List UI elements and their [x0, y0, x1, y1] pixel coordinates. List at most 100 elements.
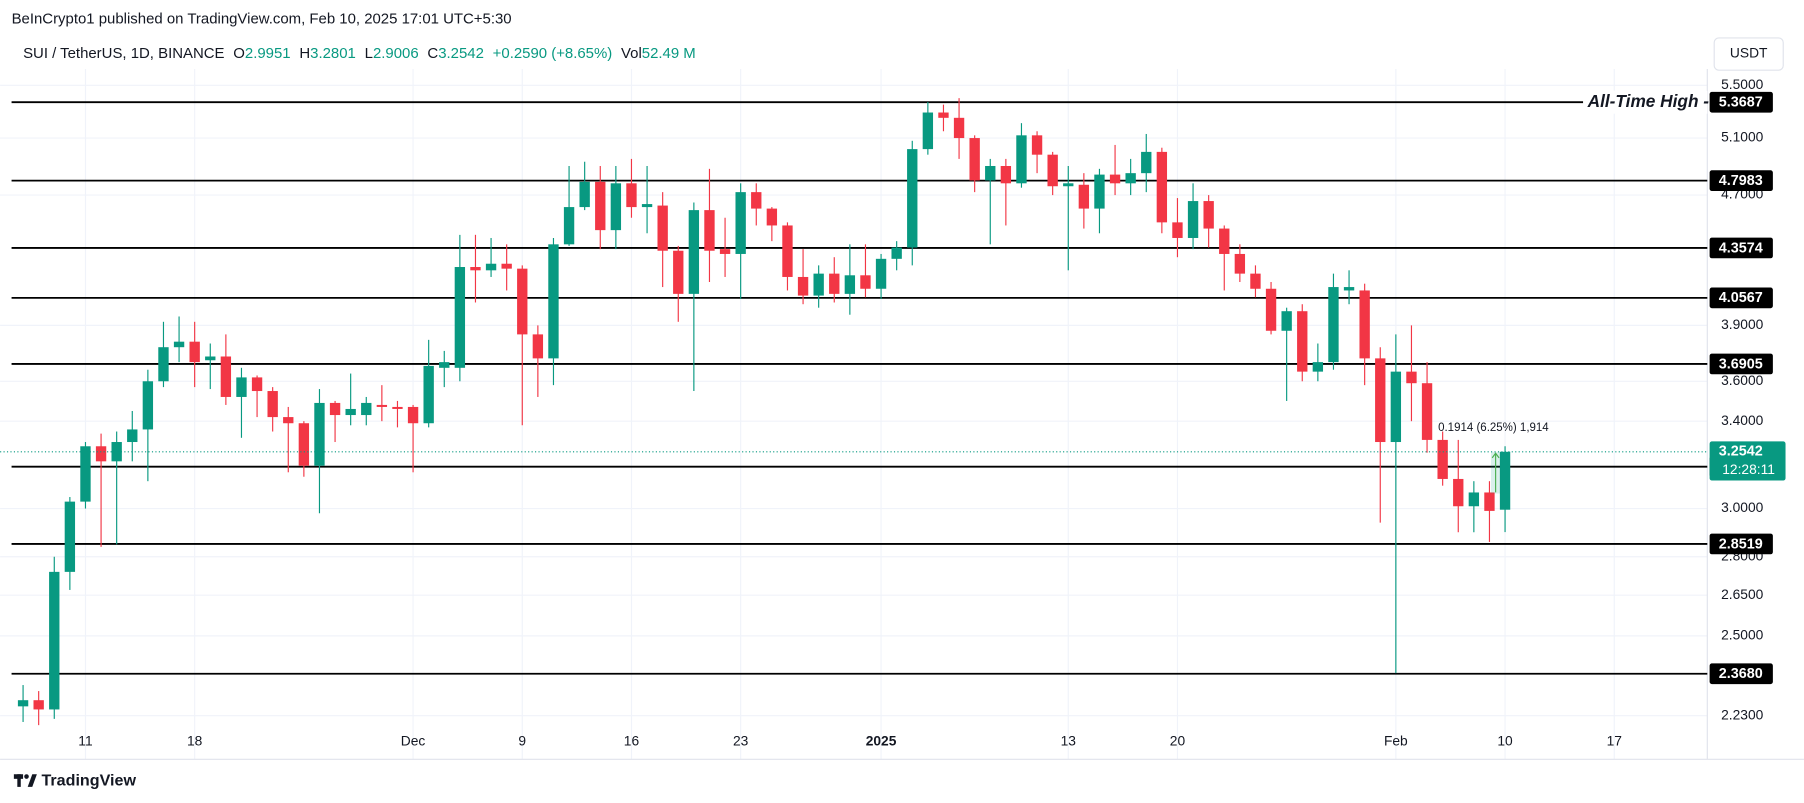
candle-body	[267, 391, 278, 418]
last-price-label: 3.2542	[1719, 444, 1763, 460]
candle-body	[298, 423, 310, 466]
candle-body	[1094, 174, 1105, 209]
candle-body	[64, 501, 76, 572]
candle-body	[392, 406, 403, 409]
candle-body	[1187, 201, 1199, 238]
candle-body	[1390, 371, 1402, 443]
y-tick-label: 5.5000	[1721, 77, 1764, 92]
candle-body	[751, 192, 762, 209]
candle-body	[439, 362, 450, 368]
x-tick-label: Dec	[401, 734, 426, 749]
candle-body	[1078, 184, 1090, 209]
candle-body	[1312, 362, 1324, 372]
candle-body	[719, 249, 731, 254]
candle-body	[969, 138, 980, 181]
candle-body	[95, 446, 107, 462]
level-label: 4.0567	[1719, 290, 1763, 306]
y-tick-label: 2.5000	[1721, 628, 1764, 643]
logo-mark	[24, 774, 29, 779]
currency-button[interactable]	[1713, 37, 1784, 71]
candle-body	[1421, 383, 1433, 440]
candle-body	[1234, 253, 1246, 274]
x-tick-label: 20	[1170, 734, 1186, 749]
x-tick-label: 17	[1607, 734, 1622, 749]
low-label: L	[365, 45, 373, 62]
candles	[17, 98, 1511, 726]
candle-body	[1000, 165, 1012, 184]
footer-brand: TradingView	[41, 771, 136, 789]
level-label: 2.3680	[1719, 666, 1763, 682]
logo-mark	[27, 774, 37, 787]
y-tick-label: 3.6000	[1721, 373, 1764, 388]
y-tick-label: 2.6500	[1721, 587, 1764, 602]
y-tick-label: 5.1000	[1721, 130, 1764, 145]
level-label-box	[1709, 287, 1773, 309]
close-value: 3.2542	[438, 45, 484, 62]
candle-body	[314, 402, 325, 466]
x-tick-label: 10	[1497, 734, 1513, 749]
candle-body	[1265, 288, 1277, 331]
candle-body	[782, 225, 793, 277]
candle-body	[1328, 287, 1339, 363]
candle-body	[1281, 311, 1292, 331]
x-tick-label: Feb	[1384, 734, 1408, 749]
measure-label: 0.1914 (6.25%) 1,914	[1438, 422, 1549, 434]
level-annotation: All-Time High -	[1587, 91, 1710, 111]
currency-label[interactable]: USDT	[1730, 46, 1768, 61]
candle-body	[907, 149, 918, 248]
y-tick-label: 2.2300	[1721, 707, 1764, 722]
candle-body	[844, 275, 856, 294]
candle-body	[329, 402, 341, 416]
measure-arrow	[1491, 452, 1500, 493]
candle-body	[985, 165, 996, 181]
candle-body	[1172, 222, 1183, 238]
candle-body	[1468, 492, 1480, 507]
x-tick-label: 18	[187, 734, 203, 749]
candle-body	[1156, 151, 1168, 223]
x-tick-label: 23	[733, 734, 749, 749]
last-price-box	[1709, 441, 1786, 481]
candle-body	[1031, 135, 1043, 155]
candle-body	[376, 404, 388, 407]
candle-body	[283, 417, 294, 424]
close-label: C	[427, 45, 438, 62]
candle-body	[1453, 478, 1464, 507]
symbol: SUI / TetherUS, 1D, BINANCE	[23, 45, 224, 62]
publisher-header: BeInCrypto1 published on TradingView.com…	[12, 11, 512, 28]
y-tick-label: 3.0000	[1721, 500, 1764, 515]
x-tick-label: 9	[518, 734, 526, 749]
candle-body	[953, 117, 965, 139]
candle-body	[485, 263, 497, 271]
candle-body	[345, 408, 356, 416]
change: +0.2590 (+8.65%)	[493, 45, 613, 62]
candle-body	[236, 377, 247, 397]
x-tick-label: 13	[1061, 734, 1077, 749]
high-label: H	[299, 45, 310, 62]
candle-body	[1297, 311, 1308, 372]
candle-body	[80, 446, 91, 502]
candle-body	[454, 267, 466, 368]
level-label: 4.7983	[1719, 173, 1763, 189]
level-label-box	[1709, 533, 1773, 555]
high-value: 3.2801	[310, 45, 356, 62]
open-value: 2.9951	[245, 45, 291, 62]
candle-body	[33, 700, 44, 710]
candle-body	[142, 381, 154, 430]
candle-body	[688, 210, 700, 294]
candle-body	[610, 183, 622, 231]
candle-body	[673, 250, 684, 294]
candle-body	[470, 267, 481, 271]
candle-body	[1250, 273, 1261, 289]
candle-body	[407, 406, 419, 424]
logo-mark	[17, 774, 21, 787]
candle-body	[548, 244, 559, 359]
candle-body	[797, 276, 809, 296]
candle-body	[17, 700, 29, 707]
candle-body	[641, 204, 653, 208]
level-label-box	[1709, 237, 1773, 259]
candle-body	[657, 205, 668, 251]
candle-body	[1484, 492, 1495, 511]
candle-body	[891, 247, 902, 259]
candle-body	[251, 377, 263, 392]
